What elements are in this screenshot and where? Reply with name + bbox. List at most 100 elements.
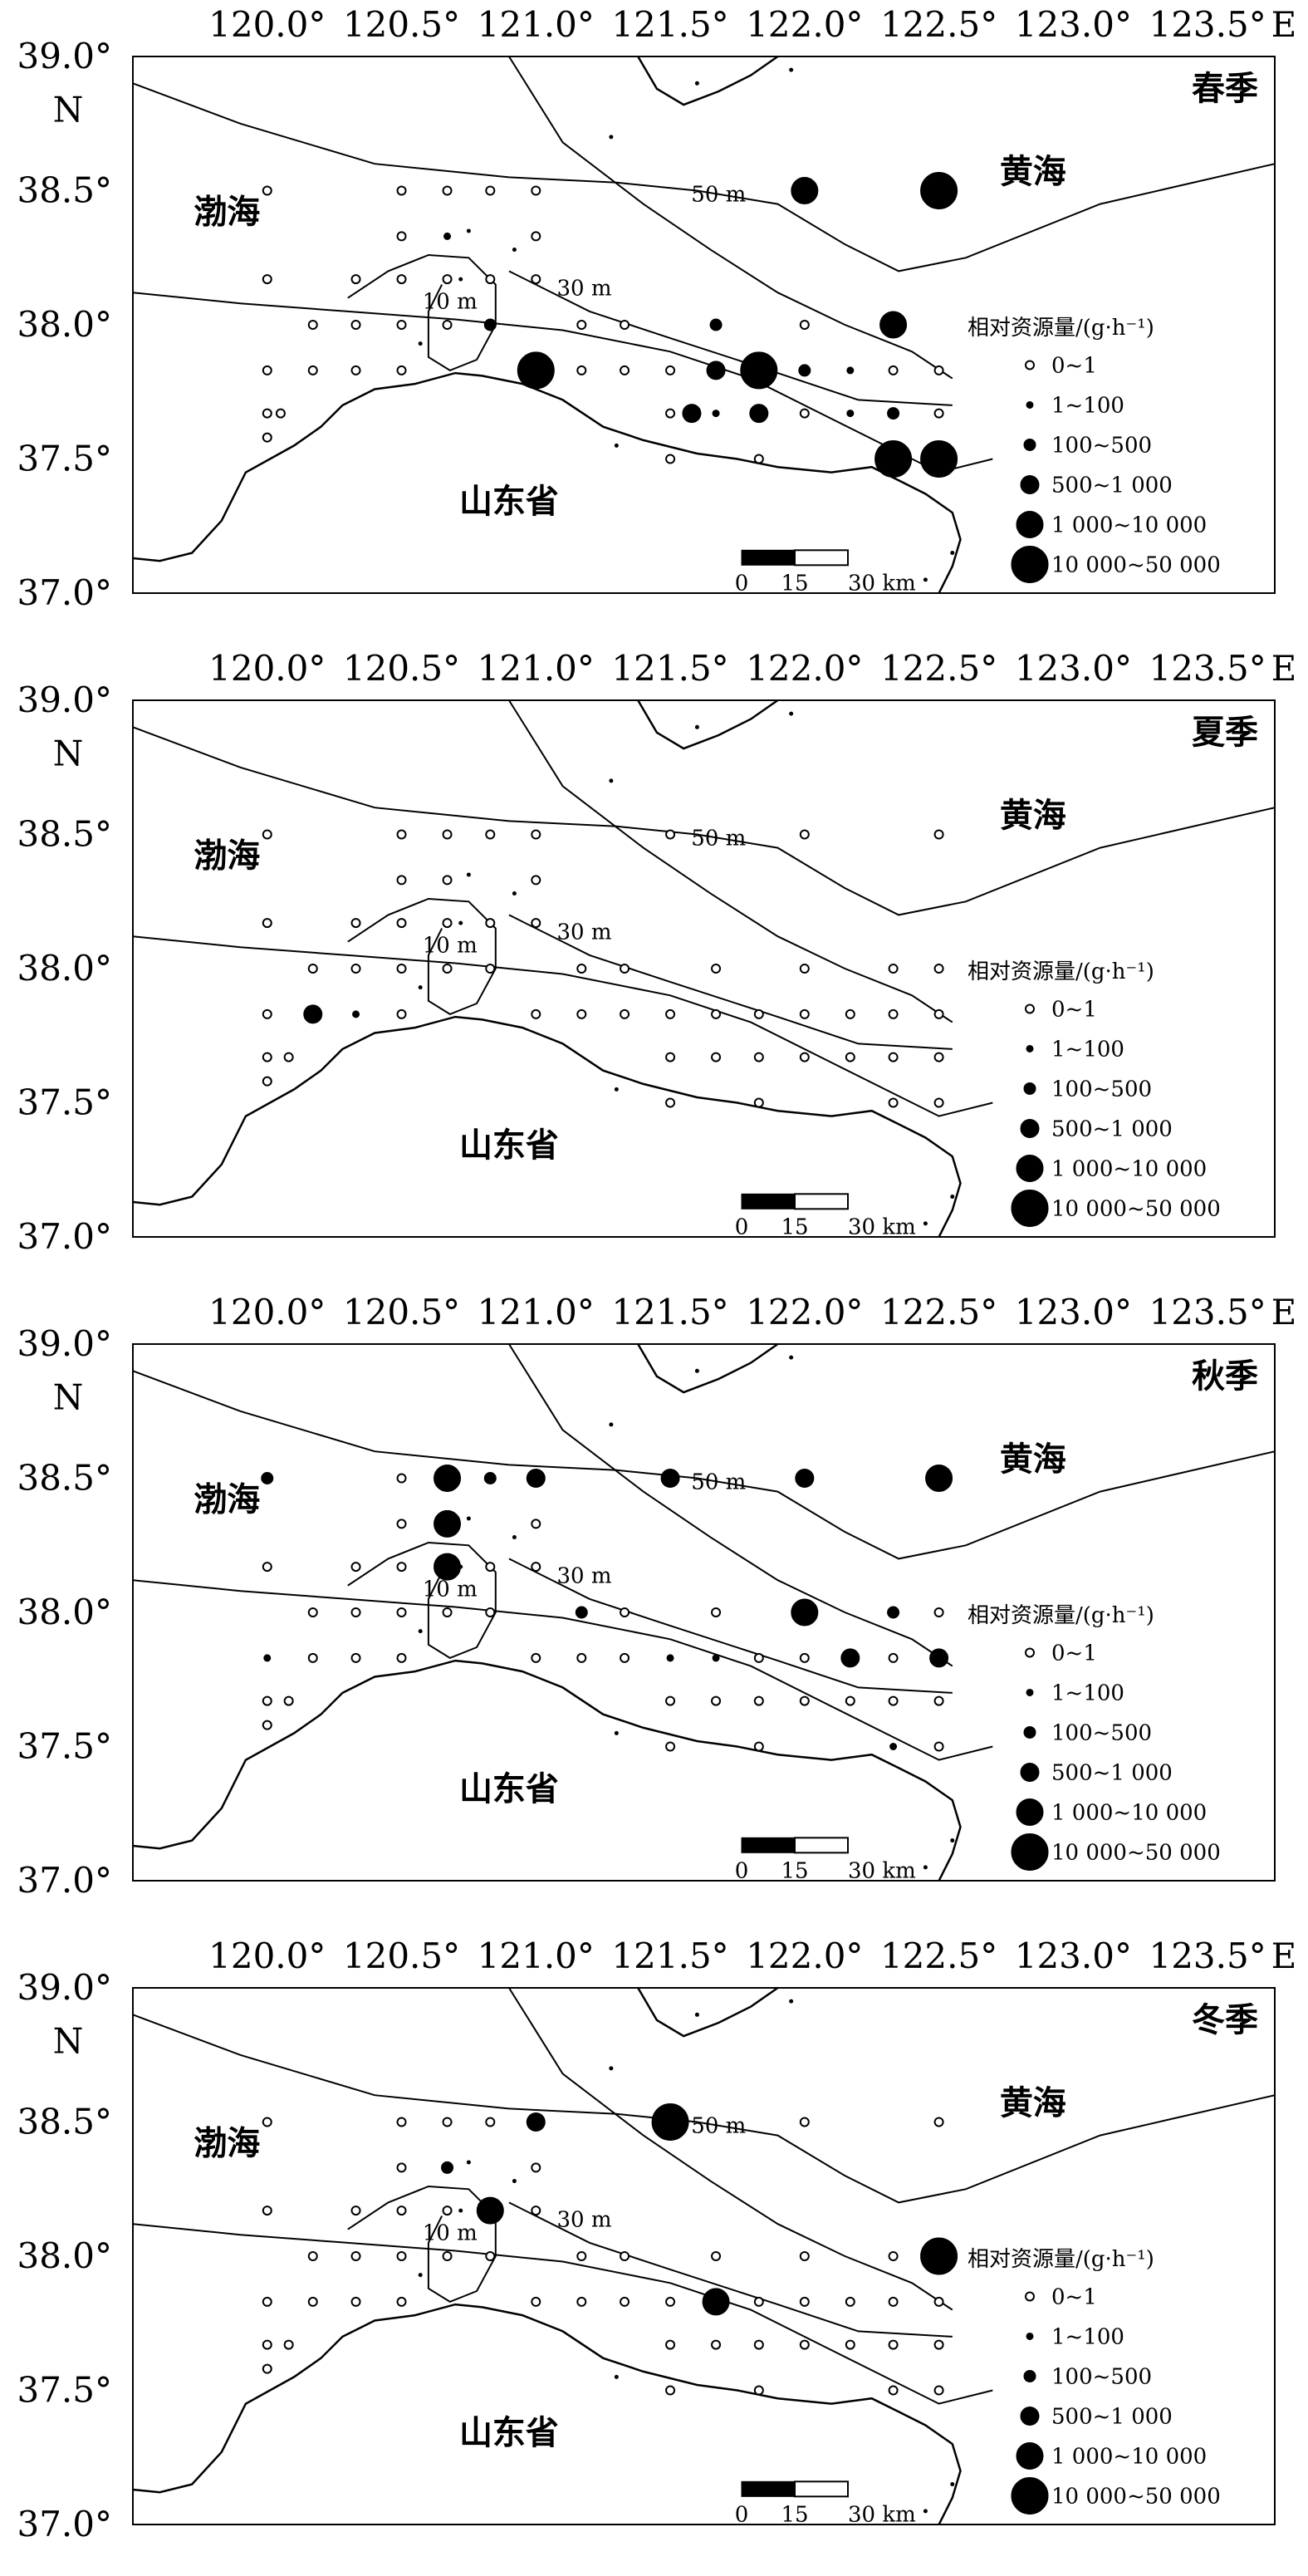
shandong-label: 山东省 [459, 482, 559, 521]
station-marker: 0~1 [711, 2251, 722, 2261]
legend-item-label: 500~1 000 [1051, 1760, 1173, 1785]
station-marker: 0~1 [933, 1741, 944, 1752]
shandong-label: 山东省 [459, 1769, 559, 1808]
coastline-shandong [133, 1659, 962, 1881]
isobath-mid [508, 914, 953, 1050]
lon-unit-label: E [1271, 1936, 1297, 1976]
station-marker: 0~1 [888, 1695, 899, 1706]
legend-symbol [1020, 1762, 1040, 1782]
station-marker: 0~1 [620, 1652, 630, 1663]
legend-item-label: 100~500 [1051, 433, 1152, 458]
station-marker: 0~1 [531, 231, 541, 242]
lon-tick-label: 122.5° [880, 648, 997, 689]
station-marker: 0~1 [933, 829, 944, 840]
station-marker: 10 000~50 000 [920, 440, 958, 478]
station-marker: 0~1 [307, 365, 318, 375]
island-mark [950, 2482, 955, 2487]
island-mark [609, 1422, 614, 1427]
station-marker: 0~1 [307, 320, 318, 330]
lat-unit-label: N [53, 734, 84, 774]
legend-symbol [1011, 545, 1049, 583]
station-marker: 0~1 [888, 964, 899, 974]
station-marker: 0~1 [350, 964, 361, 974]
isobath-30m-north [508, 1988, 953, 2311]
map-canvas: 120.0° 120.5° 121.0° 121.5° 122.0° 122.5° 123.… [17, 1292, 1297, 1901]
isobath-30m-north [508, 700, 953, 1023]
legend: 相对资源量/(g·h⁻¹) 0~1 1~100 100~500 500~1 000 1 0… [968, 1603, 1221, 1871]
station-marker: 0~1 [442, 875, 453, 886]
legend: 相对资源量/(g·h⁻¹) 0~1 1~100 100~500 500~1 000 1 0… [968, 2247, 1221, 2515]
island-mark [614, 1730, 619, 1735]
isobath-50m [133, 2014, 1275, 2204]
lat-tick-label: 37.5° [17, 1726, 112, 1767]
legend-symbol [1011, 2476, 1049, 2515]
station-marker: 0~1 [396, 2251, 407, 2261]
lon-tick-label: 122.0° [746, 1292, 863, 1332]
station-marker: 0~1 [665, 408, 676, 419]
isobath-mid [508, 2201, 953, 2338]
station-marker: 0~1 [620, 2296, 630, 2307]
lat-tick-label: 37.5° [17, 2370, 112, 2411]
legend-item-label: 1 000~10 000 [1051, 2444, 1207, 2469]
legend: 相对资源量/(g·h⁻¹) 0~1 1~100 100~500 500~1 000 1 0… [968, 959, 1221, 1227]
station-marker: 1~100 [666, 1654, 674, 1662]
scale-label-30km: 30 km [848, 2502, 916, 2527]
legend-symbol [1025, 360, 1035, 370]
station-marker: 500~1 000 [303, 1004, 323, 1024]
station-marker: 0~1 [262, 1076, 272, 1087]
legend-symbol [1020, 2406, 1040, 2426]
coastline-shandong [133, 2303, 962, 2524]
station-marker: 0~1 [442, 185, 453, 196]
map-canvas: 120.0° 120.5° 121.0° 121.5° 122.0° 122.5° 123.… [17, 4, 1296, 613]
station-marker: 0~1 [888, 2296, 899, 2307]
station-marker: 100~500 [798, 364, 811, 377]
station-marker: 0~1 [933, 964, 944, 974]
station-marker: 500~1 000 [660, 1469, 680, 1488]
station-marker: 0~1 [396, 875, 407, 886]
station-marker: 0~1 [799, 408, 810, 419]
station-marker: 10 000~50 000 [740, 351, 778, 390]
legend-item-label: 500~1 000 [1051, 473, 1173, 498]
station-marker: 0~1 [753, 1097, 764, 1108]
station-marker: 500~1 000 [929, 1648, 949, 1668]
legend-item-label: 1~100 [1051, 1681, 1124, 1705]
legend-symbol [1025, 1647, 1035, 1658]
station-marker: 0~1 [888, 1097, 899, 1108]
legend-symbol [1023, 438, 1036, 451]
station-marker: 0~1 [753, 1052, 764, 1062]
station-marker: 1 000~10 000 [476, 2196, 504, 2225]
station-marker: 1~100 [443, 232, 452, 240]
legend-symbol [1026, 2332, 1034, 2340]
station-marker: 0~1 [845, 2339, 855, 2350]
station-marker: 0~1 [396, 365, 407, 375]
legend-symbol [1016, 1154, 1044, 1182]
station-marker: 0~1 [396, 829, 407, 840]
bohai-label: 渤海 [194, 1479, 260, 1519]
legend-symbol [1023, 1725, 1036, 1739]
map-canvas: 120.0° 120.5° 121.0° 121.5° 122.0° 122.5° 123.… [17, 648, 1296, 1257]
isobath-50m [133, 726, 1275, 916]
island-mark [950, 1838, 955, 1843]
island-mark [418, 1629, 423, 1634]
scale-bar-white [794, 1837, 849, 1854]
lat-tick-label: 37.5° [17, 1082, 112, 1123]
station-marker: 0~1 [665, 2385, 676, 2396]
station-marker: 0~1 [396, 1473, 407, 1484]
station-marker: 0~1 [442, 274, 453, 285]
legend-item-label: 10 000~50 000 [1051, 1196, 1221, 1221]
scale-bar-black [741, 2480, 796, 2497]
station-marker: 0~1 [531, 1519, 541, 1529]
scale-label-15: 15 [781, 2502, 808, 2527]
bohai-label: 渤海 [194, 2123, 260, 2162]
station-marker: 0~1 [350, 1652, 361, 1663]
yellow-sea-label: 黄海 [1000, 796, 1066, 835]
lon-unit-label: E [1271, 1292, 1297, 1332]
lon-tick-label: 123.0° [1015, 648, 1132, 689]
legend-item-label: 100~500 [1051, 1720, 1152, 1745]
station-marker: 0~1 [888, 365, 899, 375]
coastline-liaodong [637, 1344, 779, 1394]
station-marker: 500~1 000 [840, 1648, 860, 1668]
scale-label-15: 15 [781, 571, 808, 596]
station-marker: 1~100 [846, 366, 855, 375]
legend-item-label: 10 000~50 000 [1051, 1840, 1221, 1865]
